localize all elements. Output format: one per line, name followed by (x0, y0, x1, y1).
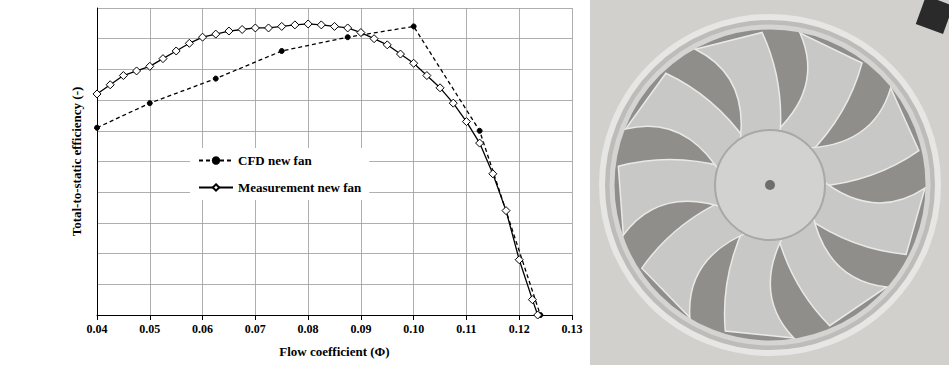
svg-text:0.10: 0.10 (403, 322, 424, 336)
svg-text:0.09: 0.09 (350, 322, 371, 336)
svg-text:CFD new fan: CFD new fan (238, 153, 312, 168)
svg-text:0.05: 0.05 (139, 322, 160, 336)
svg-text:Measurement new fan: Measurement new fan (238, 180, 362, 195)
svg-text:0.07: 0.07 (245, 322, 266, 336)
svg-text:0.08: 0.08 (298, 322, 319, 336)
svg-text:0.06: 0.06 (192, 322, 213, 336)
svg-text:Flow coefficient (Φ): Flow coefficient (Φ) (279, 344, 389, 359)
svg-text:0.12: 0.12 (509, 322, 530, 336)
svg-text:Total-to-static efficiency (-): Total-to-static efficiency (-) (69, 87, 84, 237)
svg-text:0.11: 0.11 (456, 322, 476, 336)
svg-text:0.13: 0.13 (562, 322, 583, 336)
svg-text:0.04: 0.04 (87, 322, 108, 336)
